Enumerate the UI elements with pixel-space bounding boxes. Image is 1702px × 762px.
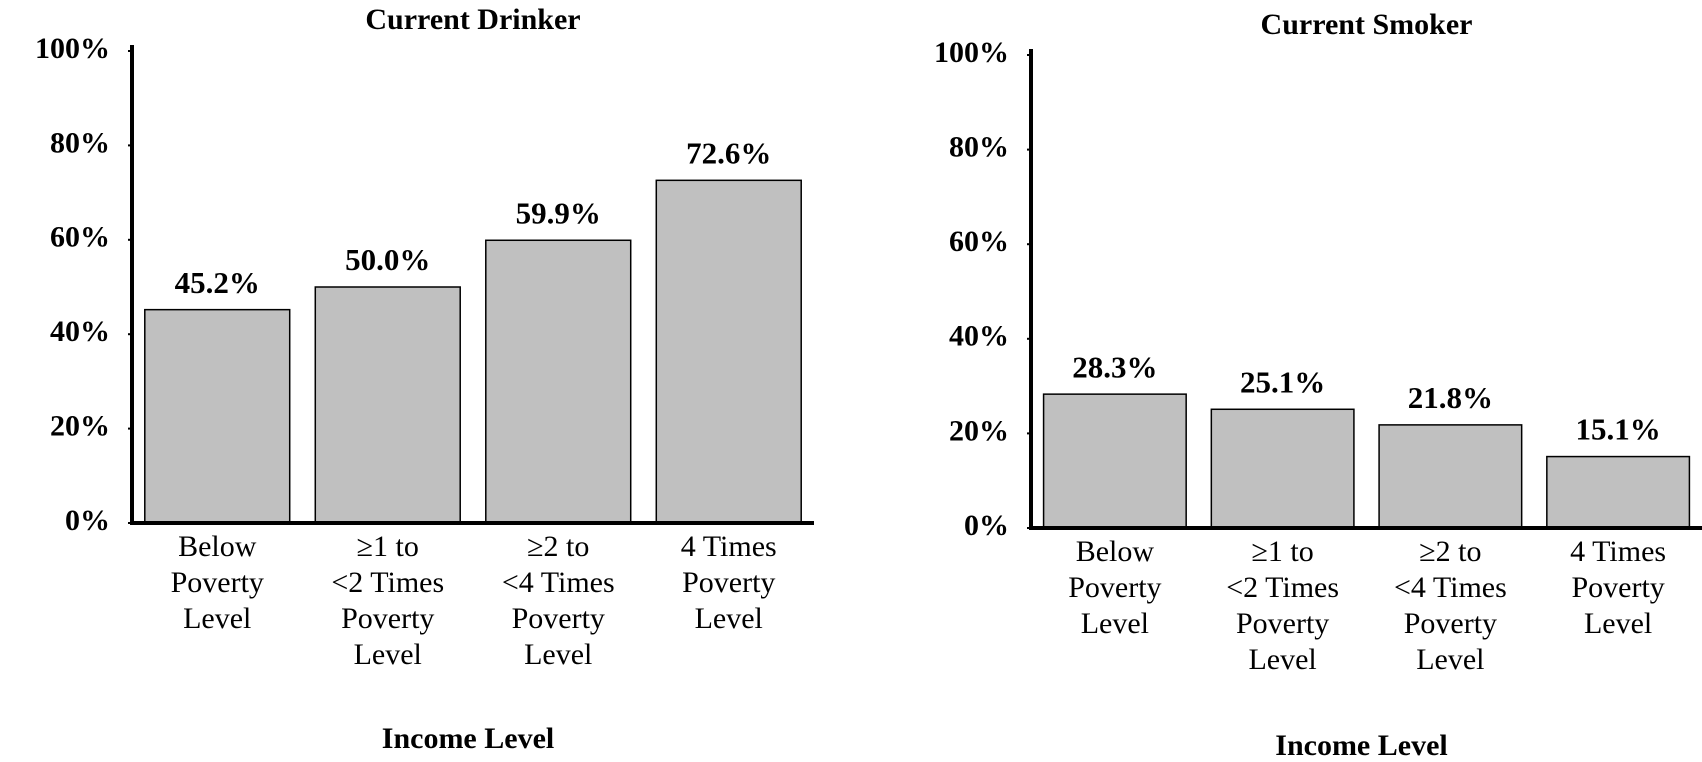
data-label: 21.8% [1408, 380, 1493, 415]
x-tick-label-box: 4 Times Poverty Level [1570, 535, 1667, 640]
y-tick-label: 60% [949, 225, 1009, 258]
x-tick-label-box: ≥1 to <2 Times Poverty Level [1226, 535, 1340, 676]
x-tick-label: ≥2 to <4 Times Poverty Level [501, 530, 615, 671]
bar [144, 308, 291, 524]
x-tick-label-box: ≥2 to <4 Times Poverty Level [501, 530, 615, 671]
bar [1042, 393, 1187, 529]
data-label: 59.9% [516, 195, 601, 230]
x-tick-label-box: Below Poverty Level [1068, 535, 1162, 640]
data-label: 45.2% [175, 265, 260, 300]
bar [1378, 424, 1523, 529]
x-tick-label-box: ≥1 to <2 Times Poverty Level [331, 530, 445, 671]
y-tick-label: 20% [50, 409, 110, 442]
bar [314, 286, 461, 524]
x-tick-label: Below Poverty Level [1068, 535, 1162, 640]
x-axis-title: Income Level [1275, 729, 1447, 762]
y-tick-label: 60% [50, 221, 110, 254]
x-tick-label: ≥2 to <4 Times Poverty Level [1393, 535, 1507, 676]
x-tick-label-box: 4 Times Poverty Level [680, 530, 777, 635]
y-tick-label: 80% [50, 126, 110, 159]
chart-title: Current Smoker [1261, 8, 1473, 41]
bar [1210, 408, 1355, 529]
bar [485, 239, 632, 524]
x-axis-title: Income Level [382, 722, 554, 755]
x-tick-label-box: ≥2 to <4 Times Poverty Level [1393, 535, 1507, 676]
data-label: 28.3% [1072, 349, 1157, 384]
x-tick-label: 4 Times Poverty Level [1570, 535, 1667, 640]
x-tick-label-box: Below Poverty Level [170, 530, 264, 635]
x-tick-label: Below Poverty Level [170, 530, 264, 635]
y-tick-label: 80% [949, 130, 1009, 163]
y-tick-label: 40% [50, 315, 110, 348]
data-label: 25.1% [1240, 364, 1325, 399]
bar [655, 179, 802, 524]
y-tick-label: 20% [949, 414, 1009, 447]
x-tick-label: ≥1 to <2 Times Poverty Level [331, 530, 445, 671]
chart-title: Current Drinker [365, 3, 580, 36]
y-tick-label: 0% [65, 504, 110, 537]
data-label: 50.0% [345, 242, 430, 277]
data-label: 15.1% [1576, 412, 1661, 447]
y-tick-label: 100% [934, 36, 1009, 69]
y-tick-label: 0% [964, 509, 1009, 542]
y-tick-label: 40% [949, 320, 1009, 353]
bar [1546, 455, 1691, 529]
data-label: 72.6% [686, 135, 771, 170]
x-tick-label: 4 Times Poverty Level [680, 530, 777, 635]
y-tick-label: 100% [35, 32, 110, 65]
x-tick-label: ≥1 to <2 Times Poverty Level [1226, 535, 1340, 676]
